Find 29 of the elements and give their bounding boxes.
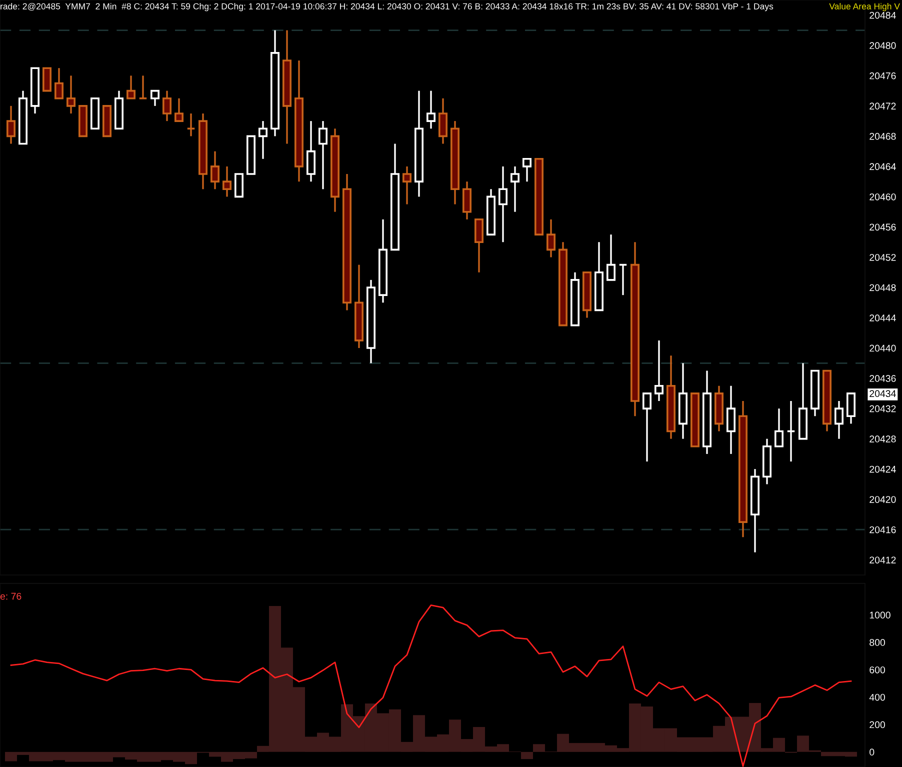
y-tick-label: 20424	[870, 466, 896, 473]
y-tick-label: 0	[870, 748, 874, 756]
y-tick-label: 600	[870, 666, 886, 674]
y-tick-label: 20428	[870, 436, 896, 442]
y-tick-label: 20480	[870, 42, 896, 50]
annotation: e: 76	[0, 592, 22, 600]
y-tick-label: 20464	[870, 163, 896, 170]
y-tick-label: 20432	[870, 405, 896, 412]
y-tick-label: 20452	[870, 254, 896, 261]
y-tick-label: 20476	[870, 72, 896, 80]
chart-title: rade: 2@20485 YMM7 2 Min #8 C: 20434 T: 59 Chg: 2 DChg: 1 2017-04-19 10:06:37 H: 20434 L: 20430 O: 20431 V: 76 B: 20433 A: 20434 18x16 TR: 1m 23s BV: 35 AV: 41 DV: 58301 VbP - 1 Days	[0, 3, 774, 12]
y-tick-label: 20412	[870, 556, 896, 564]
y-tick-label: 20472	[870, 102, 896, 110]
y-tick-label: 20468	[870, 132, 896, 140]
y-tick-label: 20460	[870, 193, 896, 200]
y-tick-label: 800	[870, 639, 886, 646]
y-tick-label: 20420	[870, 496, 896, 503]
y-tick-label: 20484	[870, 12, 896, 19]
y-tick-label: 20456	[870, 224, 896, 231]
y-tick-label: 20444	[870, 314, 896, 322]
y-tick-label: 20448	[870, 284, 896, 292]
y-tick-label: 20434	[870, 390, 896, 398]
y-tick-label: 200	[870, 721, 886, 728]
y-tick-label: 20436	[870, 375, 896, 382]
y-tick-label: 1000	[870, 612, 890, 619]
annotation: Value Area High V	[829, 3, 900, 12]
y-tick-label: 20440	[870, 344, 896, 352]
y-tick-label: 400	[869, 694, 886, 701]
y-tick-label: 20416	[870, 526, 896, 534]
